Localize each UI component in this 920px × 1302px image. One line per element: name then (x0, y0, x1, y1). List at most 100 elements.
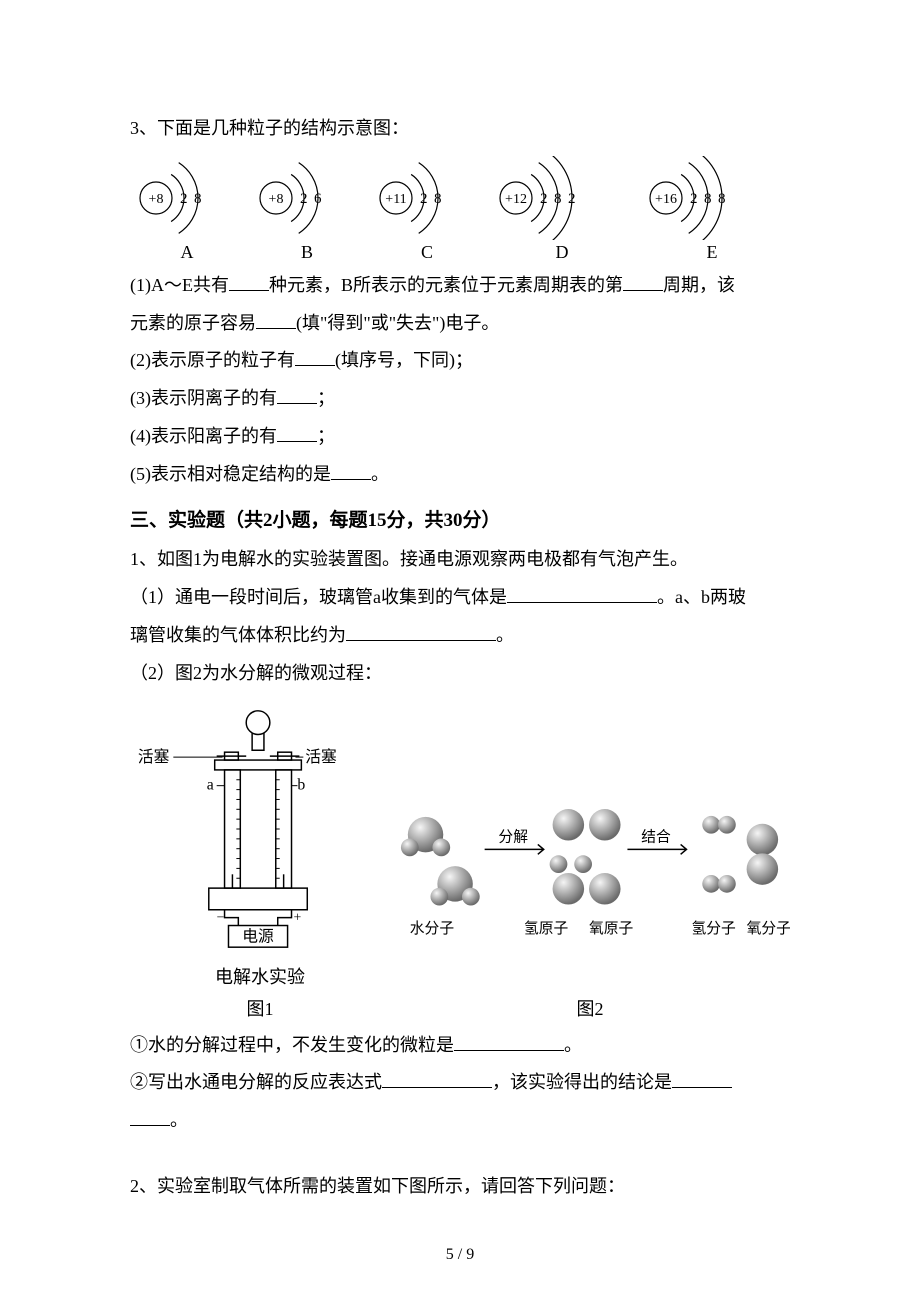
svg-text:+11: +11 (385, 192, 406, 207)
q3-p5: (5)表示相对稳定结构的是 。 (130, 456, 790, 494)
text: ，该实验得出的结论是 (492, 1072, 672, 1092)
svg-text:8: 8 (194, 191, 202, 207)
text: (填序号，下同)； (335, 350, 473, 370)
svg-text:+: + (293, 909, 301, 924)
fig2-caption: 图2 (390, 995, 790, 1021)
blank (229, 273, 269, 291)
valve-left-label: 活塞 (138, 748, 170, 766)
text: ①水的分解过程中，不发生变化的微粒是 (130, 1035, 454, 1055)
text: (填"得到"或"失去")电子。 (296, 313, 499, 333)
svg-text:8: 8 (718, 191, 726, 207)
atom-label: A (181, 242, 194, 263)
blank (672, 1070, 732, 1088)
o-atom-label: 氧原子 (589, 920, 634, 937)
q3-p1-line1: (1)A～E共有 种元素，B所表示的元素位于元素周期表的第 周期，该 (130, 267, 790, 305)
text: (3)表示阴离子的有 (130, 388, 277, 408)
svg-text:+12: +12 (505, 192, 527, 207)
tube-b-label: b (297, 776, 305, 793)
blank (382, 1070, 492, 1088)
text: 元素的原子容易 (130, 313, 256, 333)
atom-diagram: +12282D (494, 156, 630, 263)
text: ； (317, 388, 335, 408)
q3-atoms-row: +828A+826B+1128C+12282D+16288E (130, 156, 790, 263)
atom-label: E (707, 242, 718, 263)
valve-right-label: 活塞 (305, 748, 337, 766)
blank (277, 386, 317, 404)
atom-diagram: +8 28 A (134, 156, 240, 263)
svg-text:2: 2 (690, 191, 698, 207)
q3-stem: 3、下面是几种粒子的结构示意图： (130, 110, 790, 148)
s3-q1-p4-line1: ②写出水通电分解的反应表达式 ，该实验得出的结论是 (130, 1064, 790, 1102)
blank (256, 311, 296, 329)
svg-text:+16: +16 (655, 192, 677, 207)
blank (507, 585, 657, 603)
s3-q2-stem: 2、实验室制取气体所需的装置如下图所示，请回答下列问题： (130, 1168, 790, 1206)
s3-q1-p4-line2: 。 (130, 1102, 790, 1140)
power-label: 电源 (242, 927, 274, 945)
experiment-caption-row: 电解水实验 (130, 963, 790, 989)
q3-p1-line2: 元素的原子容易 (填"得到"或"失去")电子。 (130, 305, 790, 343)
h-mol-label: 氢分子 (692, 920, 737, 937)
o-mol-label: 氧分子 (747, 920, 790, 937)
text: （1）通电一段时间后，玻璃管a收集到的气体是 (130, 587, 507, 607)
svg-text:8: 8 (704, 191, 712, 207)
electrolysis-caption: 电解水实验 (130, 963, 390, 989)
svg-text:−: − (217, 909, 225, 924)
svg-text:8: 8 (434, 191, 442, 207)
section-3-title: 三、实验题（共2小题，每题15分，共30分） (130, 500, 790, 542)
text: (4)表示阳离子的有 (130, 426, 277, 446)
water-mol-label: 水分子 (410, 920, 455, 937)
q3-p3: (3)表示阴离子的有 ； (130, 380, 790, 418)
q3-p4: (4)表示阳离子的有 ； (130, 418, 790, 456)
figure-row: 活塞 活塞 a b − + 电源 (130, 699, 790, 959)
blank (277, 424, 317, 442)
blank (346, 623, 496, 641)
text: 。 (170, 1110, 188, 1130)
text: 种元素，B所表示的元素位于元素周期表的第 (269, 275, 623, 295)
text: ②写出水通电分解的反应表达式 (130, 1072, 382, 1092)
blank (331, 462, 371, 480)
q3-p2: (2)表示原子的粒子有 (填序号，下同)； (130, 342, 790, 380)
blank (454, 1033, 564, 1051)
water-decomposition-diagram: 分解 结合 (396, 789, 790, 959)
svg-text:2: 2 (420, 191, 428, 207)
s3-q1-p1-line1: （1）通电一段时间后，玻璃管a收集到的气体是 。a、b两玻 (130, 579, 790, 617)
text: 。 (564, 1035, 582, 1055)
text: 。 (496, 625, 514, 645)
svg-text:+8: +8 (149, 192, 164, 207)
decompose-label: 分解 (498, 828, 528, 845)
h-atom-label: 氢原子 (524, 920, 569, 937)
s3-q1-p3: ①水的分解过程中，不发生变化的微粒是 。 (130, 1027, 790, 1065)
atom-diagram: +8 26 B (254, 156, 360, 263)
tube-a-label: a (207, 776, 214, 793)
blank (295, 348, 335, 366)
svg-text:2: 2 (180, 191, 188, 207)
text: (1)A～E共有 (130, 275, 229, 295)
svg-text:2: 2 (568, 191, 576, 207)
text: 周期，该 (663, 275, 735, 295)
text: 璃管收集的气体体积比约为 (130, 625, 346, 645)
text: 。a、b两玻 (657, 587, 746, 607)
blank (130, 1108, 170, 1126)
text: (5)表示相对稳定结构的是 (130, 464, 331, 484)
svg-text:6: 6 (314, 191, 322, 207)
svg-text:+8: +8 (269, 192, 284, 207)
text: (2)表示原子的粒子有 (130, 350, 295, 370)
combine-label: 结合 (641, 828, 671, 845)
atom-diagram: +11 28 C (374, 156, 480, 263)
atom-label: C (421, 242, 433, 263)
svg-text:2: 2 (540, 191, 548, 207)
atom-label: D (556, 242, 569, 263)
s3-q1-stem: 1、如图1为电解水的实验装置图。接通电源观察两电极都有气泡产生。 (130, 541, 790, 579)
page: 3、下面是几种粒子的结构示意图： +828A+826B+1128C+12282D… (0, 0, 920, 1302)
svg-text:2: 2 (300, 191, 308, 207)
s3-q1-p2: （2）图2为水分解的微观过程： (130, 655, 790, 693)
blank (623, 273, 663, 291)
page-footer: 5 / 9 (0, 1246, 920, 1264)
atom-label: B (301, 242, 313, 263)
atom-diagram: +16288E (644, 156, 780, 263)
text: ； (317, 426, 335, 446)
figure-caption-row: 图1 图2 (130, 995, 790, 1021)
electrolysis-apparatus-diagram: 活塞 活塞 a b − + 电源 (130, 699, 386, 959)
text: 。 (371, 464, 389, 484)
